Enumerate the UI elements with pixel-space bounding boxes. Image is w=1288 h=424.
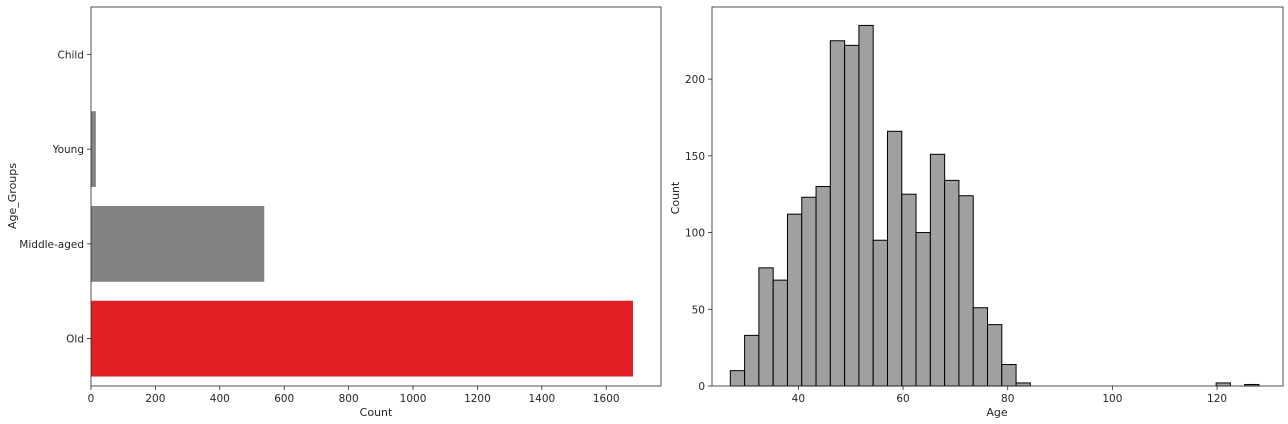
histogram-x-tick-label: 60: [896, 393, 909, 405]
bar-chart-frame: [90, 6, 662, 387]
bar-chart-x-ticks: 0 200 400 600 800 1000 1200 1400 1600: [88, 386, 620, 405]
histogram-bin: [958, 195, 974, 387]
histogram-x-axis-label: Age: [986, 406, 1008, 419]
histogram-bin: [829, 40, 846, 387]
bar-x-tick-label: 800: [339, 393, 359, 405]
histogram-y-ticks: 0 50 100 150 200: [685, 74, 712, 393]
histogram-y-tick-label: 200: [685, 74, 705, 86]
histogram-bin: [1001, 364, 1017, 387]
histogram-marks: [729, 24, 1260, 387]
histogram-bin: [758, 267, 774, 387]
histogram-bin: [786, 213, 803, 387]
histogram-bin: [729, 370, 746, 387]
bar-y-tick-label: Middle-aged: [19, 239, 84, 251]
bar-marks: [91, 111, 633, 377]
histogram-bin: [844, 44, 860, 387]
age-groups-bar-chart: 0 200 400 600 800 1000 1200 1400 1600 Child Young…: [6, 6, 662, 419]
histogram-y-tick-label: 100: [685, 228, 705, 240]
histogram-frame: [711, 6, 1284, 387]
bar-y-tick-label: Young: [52, 144, 84, 156]
histogram-bin: [987, 324, 1003, 387]
histogram-bin: [744, 334, 760, 387]
histogram-bin: [929, 153, 946, 387]
histogram-bin: [872, 239, 888, 387]
bar-y-tick-label: Old: [66, 334, 84, 346]
bar-x-tick-label: 400: [210, 393, 230, 405]
histogram-bin: [1215, 382, 1231, 387]
histogram-bin: [944, 179, 960, 387]
histogram-x-tick-label: 80: [1001, 393, 1014, 405]
bar-x-tick-label: 1400: [528, 393, 555, 405]
bar-chart-y-axis-label: Age_Groups: [6, 163, 19, 229]
histogram-x-tick-label: 100: [1102, 393, 1122, 405]
histogram-x-tick-label: 40: [792, 393, 805, 405]
bar-x-tick-label: 600: [274, 393, 294, 405]
bar-old: [91, 300, 633, 377]
histogram-y-axis-label: Count: [669, 181, 682, 214]
bar-young: [91, 111, 96, 188]
histogram-bin: [915, 232, 931, 387]
histogram-y-tick-label: 150: [685, 151, 705, 163]
bar-x-tick-label: 1000: [400, 393, 427, 405]
histogram-bin: [972, 307, 989, 387]
histogram-x-tick-label: 120: [1207, 393, 1227, 405]
bar-x-tick-label: 200: [145, 393, 165, 405]
histogram-y-tick-label: 50: [692, 304, 705, 316]
bar-chart-x-axis-label: Count: [360, 406, 393, 419]
bar-y-tick-label: Child: [58, 49, 85, 61]
histogram-bin: [886, 130, 903, 387]
bar-x-tick-label: 1200: [464, 393, 491, 405]
histogram-bin: [858, 24, 874, 387]
histogram-bin: [801, 196, 817, 387]
histogram-bin: [901, 193, 917, 387]
histogram-bin: [1015, 382, 1031, 387]
histogram-y-tick-label: 0: [698, 381, 705, 393]
histogram-bin: [815, 186, 831, 387]
bar-x-tick-label: 0: [88, 393, 95, 405]
age-histogram: 40 60 80 100 120 0 50 100 150 200 Age Count: [669, 6, 1284, 419]
bar-chart-y-ticks: Child Young Middle-aged Old: [19, 49, 91, 346]
bar-x-tick-label: 1600: [593, 393, 620, 405]
histogram-bin: [772, 279, 788, 387]
bar-middle-aged: [91, 205, 265, 282]
histogram-x-ticks: 40 60 80 100 120: [792, 386, 1227, 405]
